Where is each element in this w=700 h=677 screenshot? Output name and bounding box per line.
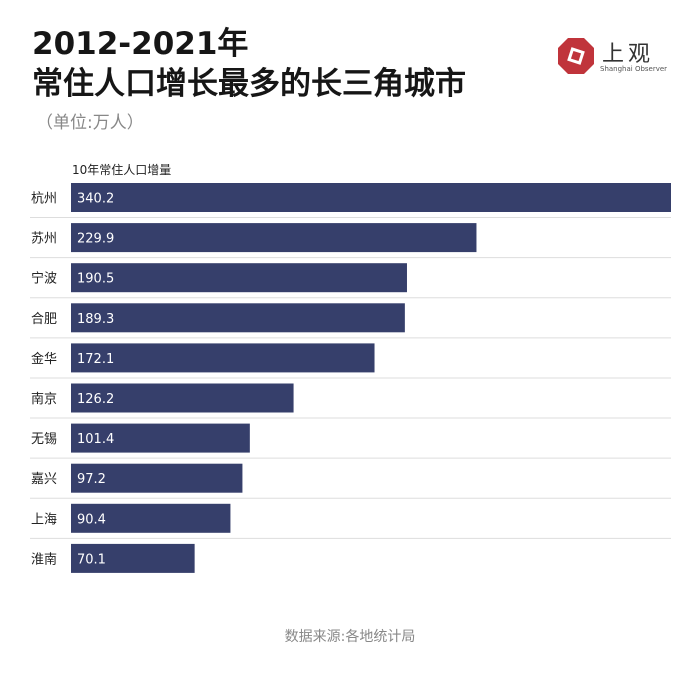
- brand-logo: 上观 Shanghai Observer: [556, 36, 676, 80]
- bar: [71, 503, 231, 533]
- category-label: 杭州: [31, 192, 57, 207]
- bar: [71, 183, 671, 212]
- bar: [71, 263, 407, 293]
- data-label: 190.5: [77, 272, 114, 287]
- category-label: 金华: [31, 351, 57, 367]
- data-label: 126.2: [77, 392, 114, 407]
- logo-subtext: Shanghai Observer: [600, 65, 668, 73]
- category-label: 嘉兴: [31, 472, 57, 487]
- bar: [71, 423, 250, 453]
- bar: [71, 463, 243, 493]
- bar: [71, 223, 477, 253]
- bar: [71, 543, 195, 573]
- chart-subtitle: （单位:万人）: [36, 113, 144, 133]
- category-label: 无锡: [31, 432, 57, 447]
- bar: [71, 383, 294, 413]
- data-source: 数据来源:各地统计局: [284, 629, 416, 645]
- data-label: 189.3: [77, 312, 114, 327]
- category-label: 宁波: [31, 271, 57, 287]
- category-label: 合肥: [31, 312, 57, 327]
- data-label: 229.9: [77, 232, 114, 247]
- data-label: 340.2: [77, 192, 114, 207]
- category-label: 淮南: [31, 551, 57, 567]
- bar: [71, 343, 375, 373]
- logo-mark-icon: [558, 38, 594, 74]
- logo-text: 上观: [602, 42, 655, 67]
- chart-title: 2012-2021年 常住人口增长最多的长三角城市: [32, 24, 466, 104]
- data-label: 70.1: [77, 552, 106, 567]
- data-label: 101.4: [77, 432, 114, 447]
- category-label: 上海: [31, 512, 57, 527]
- data-label: 97.2: [77, 472, 106, 487]
- category-label: 苏州: [31, 231, 57, 247]
- series-label: 10年常住人口增量: [72, 163, 172, 177]
- data-label: 90.4: [77, 512, 106, 527]
- bar: [71, 303, 405, 333]
- data-label: 172.1: [77, 352, 114, 367]
- chart-title-line: 常住人口增长最多的长三角城市: [32, 66, 466, 102]
- category-label: 南京: [31, 391, 57, 407]
- chart-title-line: 2012-2021年: [32, 26, 249, 62]
